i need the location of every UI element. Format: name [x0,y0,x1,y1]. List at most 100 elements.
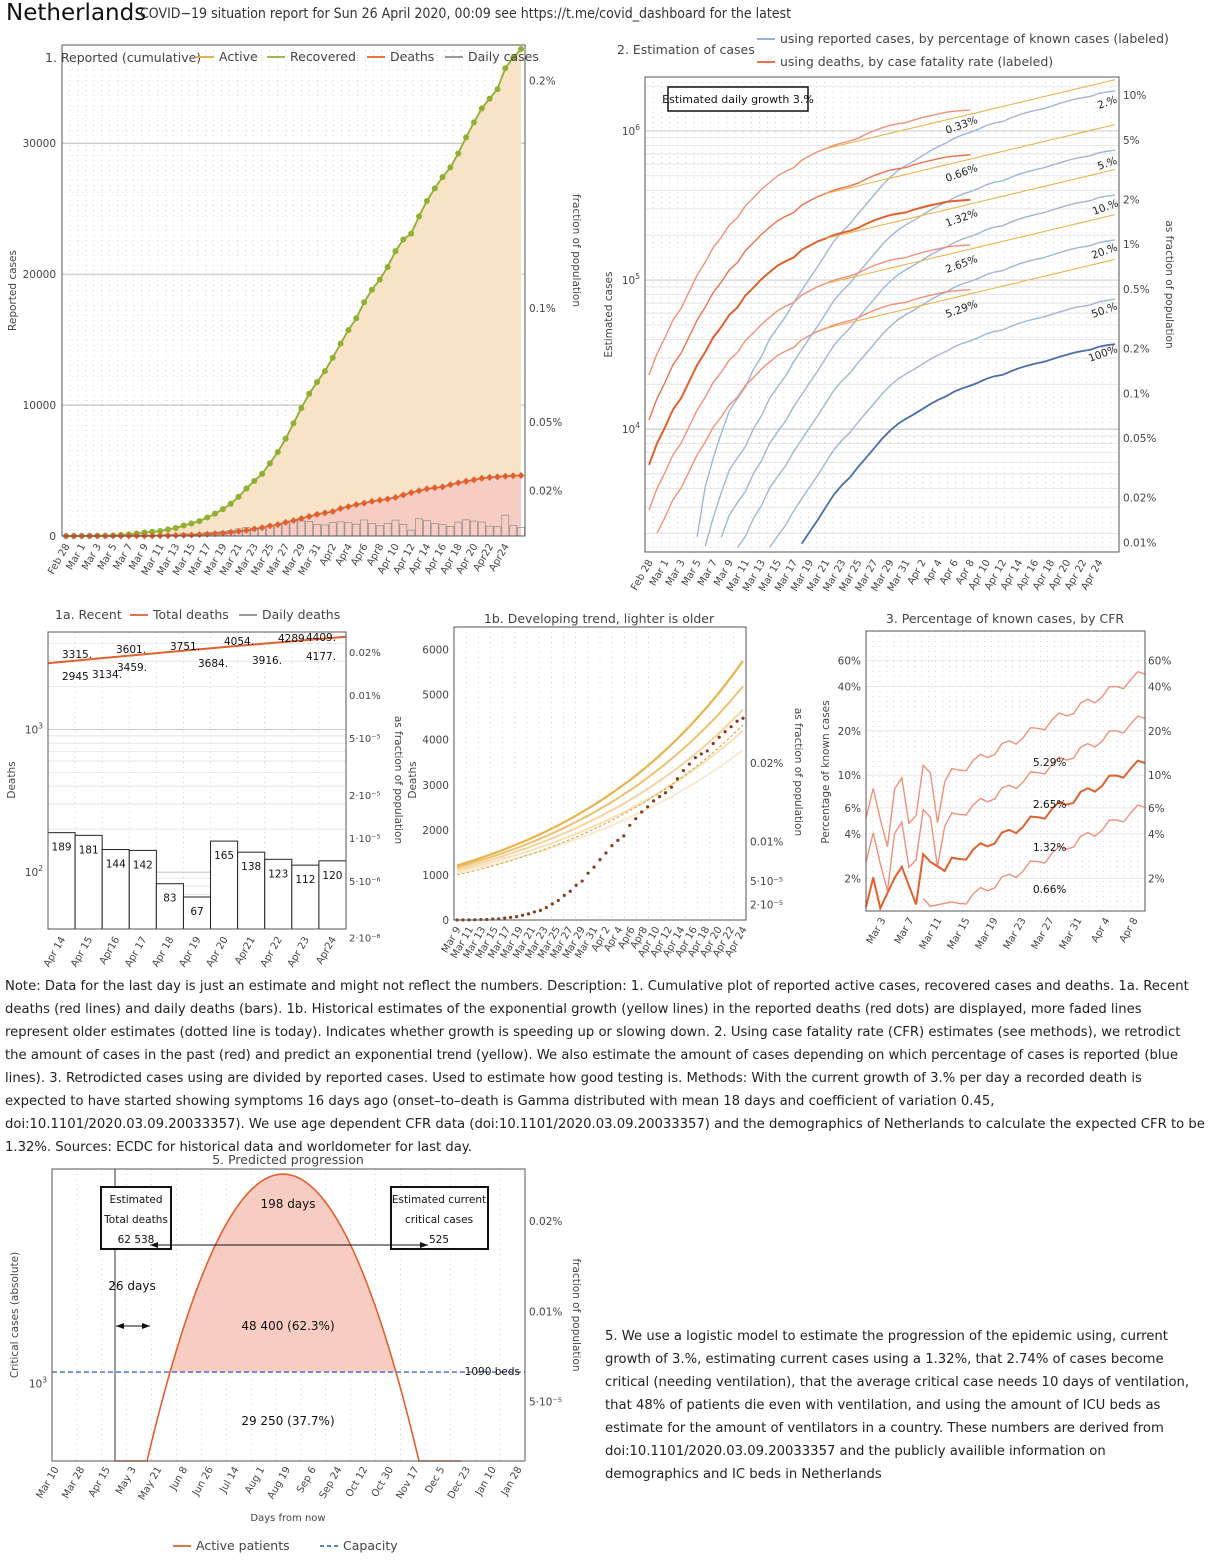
chart1-recovered-point [243,485,250,492]
chart1-recovered-point [204,514,211,521]
chart1b-death-point [568,889,572,893]
chart1-recovered-point [212,510,219,517]
chart1b-death-point [628,823,632,827]
chart2-blue-line [704,149,1116,547]
chart1b-death-point [509,915,513,919]
description-note: Note: Data for the last day is just an e… [5,979,1205,1155]
chart1-deaths-point [376,496,384,504]
chart1-recovered-point [384,263,391,270]
chart2-ytick-base: 10 [622,275,635,287]
chart1-recovered-point [298,405,305,412]
chart1b-death-point [646,805,650,809]
chart1-ytick: 20000 [23,269,56,281]
chart2-right-tick: 1% [1123,239,1140,251]
chart1-recovered-point [392,248,399,255]
chart1-deaths-point [219,529,227,537]
chart5-xtick: Jan 10 [473,1465,499,1498]
chart5-lead-label: 26 days [108,1279,155,1293]
chart1a-xtick: Apr16 [98,935,123,967]
chart1-active-area [66,49,521,536]
chart1a-xtick: Apr 14 [42,935,68,969]
chart1-recovered-point [196,518,203,525]
chart1-deaths-point [446,481,454,489]
chart2-right-tick: 0.05% [1123,433,1156,445]
chart2-right-tick: 0.1% [1123,388,1150,400]
chart2-blue-line [696,90,1116,537]
chart1b-death-point [604,851,608,855]
chart2-trend-line [825,79,1116,150]
chart1b-death-point [485,917,489,922]
chart1b-death-point [652,799,656,803]
chart1-recovered-point [361,299,368,306]
chart2-trend-line [825,214,1116,285]
chart1b-death-point [556,898,560,903]
chart1-deaths-point [423,485,431,493]
chart1a-xtick: Apr 18 [150,935,176,969]
chart1a-xtick: Apr 22 [259,935,285,969]
chart5-ytick: 103 [29,1375,47,1390]
chart3-ytick: 4% [844,829,861,841]
chart2-blue-label: 2.% [1096,94,1119,112]
chart2-trend-line [825,258,1116,329]
chart1b-death-point [503,916,507,920]
chart1a-right-tick: 0.02% [349,648,381,659]
chart3-xtick: Mar 3 [865,916,889,946]
chart1a-legend-total-label: Total deaths [152,607,229,622]
chart1-deaths-point [258,524,266,532]
chart3-xtick: Mar 11 [918,916,945,952]
chart1-recovered-point [486,95,493,102]
chart1-deaths-point [352,501,360,509]
chart3-xtick: Mar 7 [893,916,917,946]
chart5-ytick-base: 10 [29,1378,42,1390]
chart1a-total-label: 3751. [170,641,200,653]
chart1-deaths-point [297,514,305,522]
chart5-xtick: May 3 [114,1465,139,1497]
chart1a-daily-bar [210,840,239,930]
chart1a-daily-bar [155,883,184,930]
chart1b-death-point [729,725,733,729]
chart1-recovered-point [408,230,415,237]
chart5-xtick: Sep 6 [295,1465,319,1495]
chart2-ytick: 105 [622,272,640,287]
chart1-legend-0-label: Active [219,49,258,64]
chart1b-ytick: 4000 [422,735,449,747]
chart1-recovered-point [321,368,328,375]
chart1-recovered-point [314,379,321,386]
chart1a-daily-bar [128,849,157,930]
chart5-left-box-text: Estimated [109,1194,162,1206]
chart1a-total-label: 4054. [224,636,254,648]
chart1a-daily-bar [47,832,76,930]
chart2-blue-line [720,194,1116,538]
chart5-active-patients-line [115,1173,461,1462]
chart1b-death-point [705,749,709,753]
chart1-recovered-point [235,493,242,500]
chart1b-death-point [580,879,584,883]
chart2-title: 2. Estimation of cases [617,42,755,57]
chart3-cfr-line [922,804,1146,907]
chart1b-right-label: as fraction of population [792,708,804,836]
chart5-xtick: Sep 24 [318,1465,345,1501]
chart3-line-label: 2.65% [1033,799,1066,811]
chart1-deaths-point [321,509,329,517]
chart1a-ytick-exp: 2 [38,864,43,873]
chart3-right-tick: 2% [1148,873,1165,885]
chart1-recovered-point [306,390,313,397]
chart1a-xtick: Apr 23 [286,935,312,969]
chart1a-right-tick: 1·10⁻⁵ [349,834,381,845]
chart2-ytick-exp: 5 [635,272,640,281]
chart1b-death-point [574,883,578,887]
chart1a-total-label: 3134. [92,669,122,681]
chart3-right-tick: 10% [1148,770,1171,782]
chart1b-death-point [598,858,602,862]
chart2-red-label: 1.32% [944,207,979,230]
chart3-line-label: 5.29% [1033,757,1066,769]
chart5-title: 5. Predicted progression [212,1152,364,1167]
chart5-ytick-exp: 3 [42,1375,47,1384]
chart1-deaths-point [391,493,399,501]
chart1-deaths-point [439,483,447,491]
chart1-right-tick: 0.2% [529,75,556,87]
chart2-red-line [656,288,971,534]
chart1b-death-point [616,838,620,842]
chart1b-right-tick: 5·10⁻⁵ [750,876,783,888]
chart1b-death-point [634,817,638,821]
